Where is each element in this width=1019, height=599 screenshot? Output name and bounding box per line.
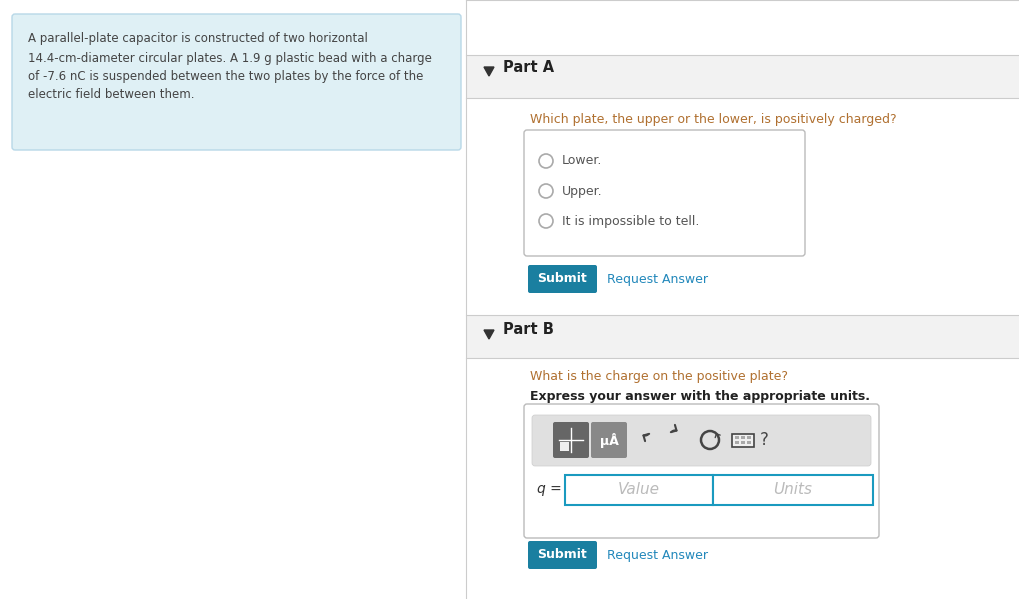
Bar — [735, 436, 739, 439]
Text: 14.4-cm-diameter circular plates. A 1.9 g plastic bead with a charge: 14.4-cm-diameter circular plates. A 1.9 … — [28, 52, 431, 65]
FancyBboxPatch shape — [524, 130, 804, 256]
Circle shape — [538, 214, 552, 228]
Bar — [466, 55, 1019, 98]
Text: Express your answer with the appropriate units.: Express your answer with the appropriate… — [530, 390, 869, 403]
Bar — [466, 315, 1019, 358]
Bar — [565, 475, 712, 505]
Bar — [746, 441, 750, 444]
Text: Upper.: Upper. — [561, 184, 602, 198]
Polygon shape — [484, 67, 493, 76]
Text: electric field between them.: electric field between them. — [28, 88, 195, 101]
Text: Part B: Part B — [502, 322, 553, 337]
Bar — [732, 434, 753, 447]
Text: q =: q = — [536, 482, 561, 496]
FancyBboxPatch shape — [12, 14, 461, 150]
Text: Submit: Submit — [537, 273, 587, 286]
FancyBboxPatch shape — [532, 415, 870, 466]
FancyBboxPatch shape — [590, 422, 627, 458]
Text: Request Answer: Request Answer — [606, 273, 707, 286]
Bar — [559, 442, 569, 451]
Bar — [712, 475, 872, 505]
Circle shape — [538, 184, 552, 198]
Circle shape — [538, 154, 552, 168]
Text: What is the charge on the positive plate?: What is the charge on the positive plate… — [530, 370, 788, 383]
Text: Units: Units — [772, 482, 812, 497]
Bar — [740, 441, 744, 444]
Text: Submit: Submit — [537, 549, 587, 561]
Bar — [746, 436, 750, 439]
Text: Which plate, the upper or the lower, is positively charged?: Which plate, the upper or the lower, is … — [530, 113, 896, 126]
Text: Part A: Part A — [502, 60, 553, 75]
FancyBboxPatch shape — [524, 404, 878, 538]
Text: μÅ: μÅ — [599, 432, 618, 447]
Text: Value: Value — [618, 482, 659, 497]
Text: Lower.: Lower. — [561, 155, 602, 168]
Text: It is impossible to tell.: It is impossible to tell. — [561, 214, 699, 228]
Text: ?: ? — [759, 431, 767, 449]
Text: Request Answer: Request Answer — [606, 549, 707, 561]
Text: A parallel-plate capacitor is constructed of two horizontal: A parallel-plate capacitor is constructe… — [28, 32, 368, 45]
FancyBboxPatch shape — [552, 422, 588, 458]
Text: of -7.6 nC is suspended between the two plates by the force of the: of -7.6 nC is suspended between the two … — [28, 70, 423, 83]
Bar — [740, 436, 744, 439]
FancyBboxPatch shape — [528, 265, 596, 293]
Bar — [735, 441, 739, 444]
FancyBboxPatch shape — [528, 541, 596, 569]
Polygon shape — [484, 330, 493, 339]
